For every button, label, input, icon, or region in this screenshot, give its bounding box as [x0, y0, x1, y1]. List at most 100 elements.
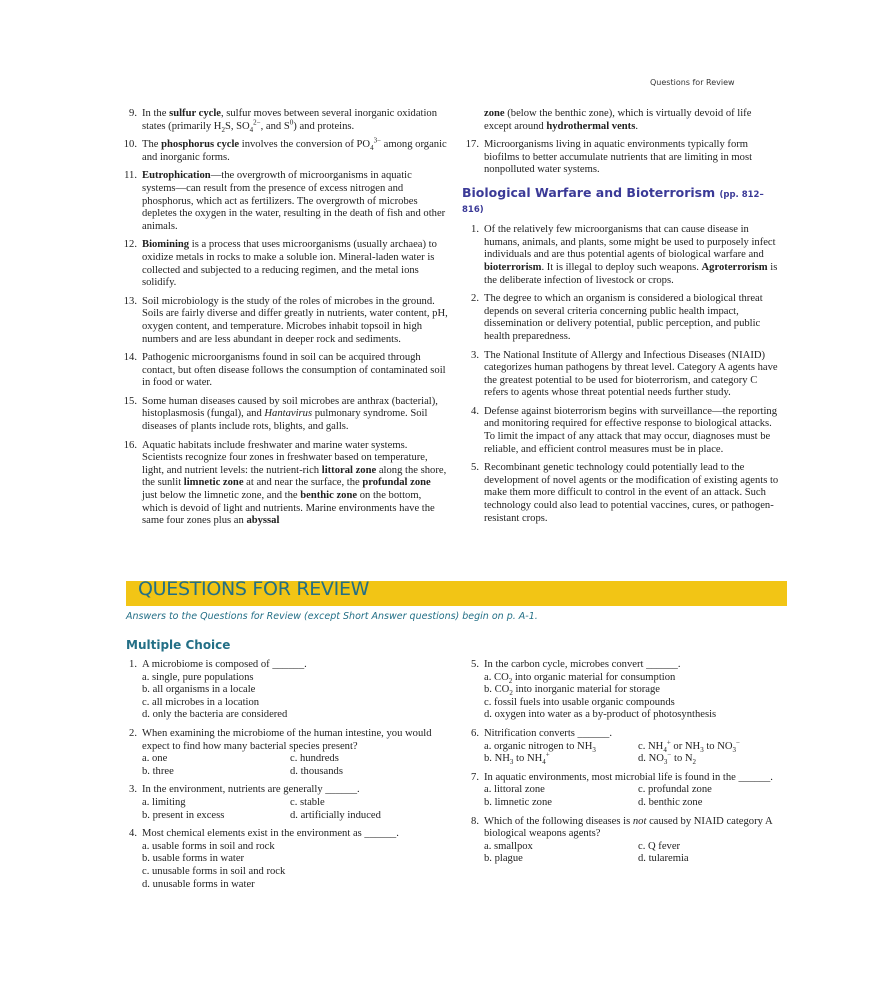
text-run: Microorganisms living in aquatic environ… [484, 139, 753, 176]
text-run: a. usable forms in soil and rock [142, 840, 275, 852]
text-run: to NO [703, 740, 733, 752]
list-item: 9. In the sulfur cycle, sulfur moves betw… [120, 108, 448, 133]
item-number: 5. [471, 462, 479, 474]
item-text: In the sulfur cycle, sulfur moves betwee… [142, 108, 448, 133]
item-number: 14. [123, 352, 137, 364]
list-item: 11. Eutrophication—the overgrowth of micr… [120, 170, 448, 233]
answer-option: b. CO2 into inorganic material for stora… [484, 684, 792, 697]
item-text: Biomining is a process that uses microor… [142, 239, 448, 289]
text-run: b. three [142, 765, 174, 777]
question-number: 3. [129, 784, 137, 796]
text-run: sulfur cycle [169, 108, 221, 119]
question-stem: 7. In aquatic environments, most microbia… [462, 772, 792, 785]
text-run: Some human diseases caused by soil micro… [142, 395, 438, 420]
text-run: c. Q fever [638, 840, 681, 852]
answer-option: a. one [142, 753, 290, 766]
bioterrorism-items: 1. Of the relatively few microorganisms t… [462, 224, 780, 525]
question: 2. When examining the microbiome of the h… [120, 728, 438, 778]
text-run: or NH [670, 740, 701, 752]
list-item: 3. The National Institute of Allergy and … [462, 350, 780, 400]
item-text: The National Institute of Allergy and In… [484, 350, 780, 400]
question-number: 1. [129, 659, 137, 670]
text-run: 2 [508, 676, 513, 685]
question-stem: 3. In the environment, nutrients are gene… [120, 784, 438, 797]
text-run: littoral zone [321, 464, 377, 476]
question-stem: 4. Most chemical elements exist in the en… [120, 828, 438, 841]
text-run: 3 [732, 745, 737, 754]
text-run: 3 [700, 745, 704, 754]
question-number: 6. [471, 727, 479, 739]
question: 4. Most chemical elements exist in the en… [120, 828, 438, 891]
text-run: on the bottom, which is devoid of light … [142, 490, 435, 527]
list-item: 14. Pathogenic microorganisms found in so… [120, 352, 448, 390]
item-number: 13. [123, 295, 137, 307]
text-run: benthic zone [300, 490, 358, 502]
text-run: at and near the surface, the [243, 477, 363, 489]
answer-option: d. only the bacteria are considered [142, 709, 438, 722]
text-run: zone [484, 108, 505, 119]
text-run: In aquatic environments, most microbial … [484, 771, 773, 783]
list-item: 2. The degree to which an organism is con… [462, 293, 780, 343]
text-run: Agroterrorism [701, 261, 768, 273]
answer-option: c. NH4+ or NH3 to NO3− [638, 739, 792, 754]
question-text: Most chemical elements exist in the envi… [142, 828, 438, 841]
text-run: 2 [509, 689, 513, 698]
question: 5. In the carbon cycle, microbes convert … [462, 659, 792, 722]
item-text: zone (below the benthic zone), which is … [484, 108, 780, 133]
text-run: a. littoral zone [484, 784, 545, 796]
review-banner: QUESTIONS FOR REVIEW [126, 580, 787, 606]
text-run: Which of the following diseases is [484, 815, 633, 827]
item-text: Microorganisms living in aquatic environ… [484, 139, 780, 177]
question-number: 7. [471, 771, 479, 783]
answer-option: a. organic nitrogen to NH3 [484, 741, 638, 754]
text-run: c. stable [290, 796, 325, 808]
text-run: c. profundal zone [638, 784, 712, 796]
text-run: b. present in excess [142, 809, 225, 821]
text-run: Most chemical elements exist in the envi… [142, 828, 399, 840]
question-stem: 5. In the carbon cycle, microbes convert … [462, 659, 792, 672]
text-run: The National Institute of Allergy and In… [484, 349, 778, 399]
text-run: —the overgrowth of microorganisms in aqu… [142, 170, 446, 232]
text-run: Biomining [142, 239, 190, 251]
item-number: 2. [471, 293, 479, 305]
summary-right-column: zone (below the benthic zone), which is … [462, 108, 780, 531]
answer-option: d. benthic zone [638, 797, 792, 810]
text-run: is the deliberate infection of livestock… [484, 261, 778, 286]
text-run: 3− [373, 136, 382, 145]
answer-option: c. all microbes in a location [142, 697, 438, 710]
answer-option: c. fossil fuels into usable organic comp… [484, 697, 792, 710]
text-run: among organic and inorganic forms. [142, 139, 447, 163]
text-run: + [545, 750, 550, 759]
text-run: Of the relatively few microorganisms tha… [484, 224, 776, 261]
answer-option: b. limnetic zone [484, 797, 638, 810]
text-run: . [635, 120, 638, 132]
text-run: not [632, 815, 647, 827]
text-run: (below the benthic zone), which is virtu… [484, 108, 752, 132]
question-text: Which of the following diseases is not c… [484, 816, 792, 841]
item-text: Pathogenic microorganisms found in soil … [142, 352, 448, 390]
text-run: a. organic nitrogen to NH [484, 740, 593, 752]
answer-option: d. tularemia [638, 853, 792, 866]
item-number: 1. [471, 224, 479, 236]
question-stem: 1. A microbiome is composed of ______. [120, 659, 438, 672]
text-run: into organic material for consumption [512, 671, 676, 683]
aquatic-items: zone (below the benthic zone), which is … [462, 108, 780, 177]
item-text: Soil microbiology is the study of the ro… [142, 296, 448, 346]
section-heading: Biological Warfare and Bioterrorism (pp.… [462, 186, 780, 216]
text-run: b. CO [484, 684, 510, 696]
text-run: profundal zone [362, 477, 431, 489]
answer-option: a. CO2 into organic material for consump… [484, 672, 792, 685]
answer-option: b. three [142, 766, 290, 779]
list-item: 17. Microorganisms living in aquatic envi… [462, 139, 780, 177]
text-run: c. unusable forms in soil and rock [142, 865, 286, 877]
text-run: 2− [253, 118, 261, 127]
question-number: 2. [129, 727, 137, 739]
answer-option: d. thousands [290, 766, 438, 779]
text-run: b. all organisms in a locale [142, 684, 256, 696]
question-text: When examining the microbiome of the hum… [142, 728, 438, 753]
answer-option: d. NO3− to N2 [638, 751, 792, 766]
text-run: 4 [663, 745, 667, 754]
question-number: 5. [471, 659, 479, 670]
text-run: . It is illegal to deploy such weapons. [541, 261, 702, 273]
answer-options: a. smallpox b. plague c. Q fever d. tularem… [484, 841, 792, 866]
